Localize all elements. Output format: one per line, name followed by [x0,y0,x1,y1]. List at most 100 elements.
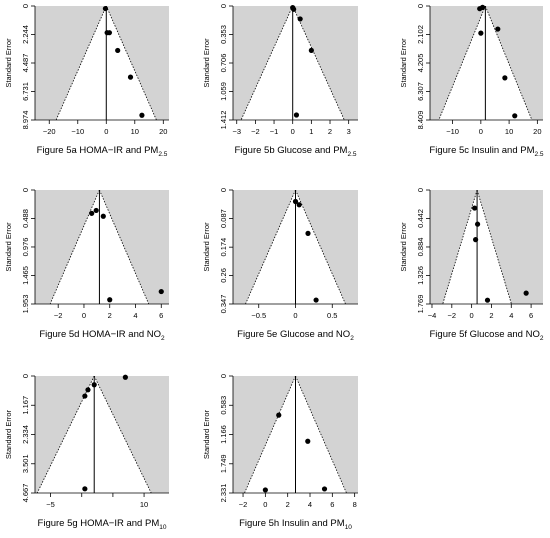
y-tick-label: 1.769 [416,295,425,314]
y-tick-label: 0.488 [21,209,30,228]
study-point [484,297,491,303]
study-point [139,112,145,118]
panel-7: −5 10 0 1.167 2.334 3.501 4.667 Standard Error F… [4,374,169,531]
y-tick-label: 8.409 [416,111,425,130]
study-point [308,47,314,54]
study-point [276,412,282,418]
x-tick-label: −10 [71,127,84,136]
funnel-left-edge [442,190,478,304]
funnel-left-edge [244,376,296,493]
panel-6: −4 −2 0 2 4 6 0 0.442 0.884 1.326 1.769 Standard Er… [399,188,544,342]
y-tick-label: 0 [219,188,228,192]
panel-caption: Figure 5c Insulin and PM2.5 [429,145,544,158]
x-tick-label: 0 [263,500,267,509]
study-point [502,75,508,81]
y-axis-title: Standard Error [4,222,13,272]
panel-4: −2 0 2 4 6 0 0.488 0.976 1.465 1.953 Standard Erro… [4,188,169,342]
y-axis-title: Standard Error [202,222,211,272]
study-point [478,30,484,36]
x-tick-label: 0 [291,127,295,136]
y-tick-label: 6.731 [21,82,30,101]
funnel-right-edge [295,376,347,493]
y-tick-label: 0 [219,374,228,378]
study-point [100,213,106,219]
study-point [89,210,95,216]
y-tick-label: 4.487 [21,54,30,73]
x-tick-label: 6 [529,311,533,320]
study-point [479,4,486,10]
x-tick-label: −2 [54,311,63,320]
panel-caption: Figure 5g HOMA−IR and PM10 [38,518,167,531]
study-point [106,30,113,36]
panel-caption: Figure 5e Glucose and NO2 [237,329,354,342]
y-tick-label: 1.953 [21,295,30,314]
panel-5: −0.5 0 0.5 0 0.087 0.174 0.26 0.347 Standard Err… [202,188,358,342]
x-tick-label: −2 [239,500,248,509]
x-tick-label: 2 [328,127,332,136]
x-tick-label: 20 [533,127,541,136]
x-tick-label: 10 [140,500,148,509]
x-tick-label: 0 [82,311,86,320]
x-tick-label: 10 [505,127,513,136]
y-tick-label: 6.307 [416,82,425,101]
x-tick-label: 0 [479,127,483,136]
study-point [292,198,299,205]
x-tick-label: 6 [159,311,163,320]
y-axis-title: Standard Error [4,409,13,459]
y-tick-label: 3.501 [21,454,30,473]
x-tick-label: 4 [133,311,137,320]
y-tick-label: 0 [416,188,425,192]
x-tick-label: 20 [159,127,167,136]
x-tick-label: 3 [347,127,351,136]
y-tick-label: 0 [21,374,30,378]
study-point [305,438,311,444]
y-tick-label: 2.334 [21,425,30,444]
x-tick-label: 0 [293,311,297,320]
study-point [305,230,311,236]
panel-1: −20 −10 0 10 20 0 2.244 4.487 6.731 8.974 Standard… [4,4,169,158]
y-tick-label: 0.353 [219,25,228,44]
x-tick-label: −5 [46,500,55,509]
study-point [82,486,88,492]
study-point [313,297,319,303]
y-tick-label: 2.102 [416,25,425,44]
y-tick-label: 1.166 [219,425,228,444]
study-point [127,74,134,80]
y-axis-title: Standard Error [4,38,13,88]
y-axis-title: Standard Error [399,38,408,88]
study-point [296,202,302,208]
x-tick-label: 2 [489,311,493,320]
funnel-right-edge [93,376,152,493]
x-tick-label: 10 [131,127,139,136]
x-tick-label: −0.5 [251,311,266,320]
study-point [102,5,109,12]
x-tick-label: 0.5 [327,311,337,320]
y-tick-label: 1.326 [416,266,425,285]
x-tick-label: −1 [270,127,279,136]
study-point [321,486,328,492]
y-tick-label: 2.331 [219,484,228,503]
funnel-left-edge [438,6,486,120]
study-point [523,290,529,296]
x-tick-label: −4 [428,311,437,320]
y-tick-label: 8.974 [21,111,30,130]
panel-caption: Figure 5b Glucose and PM2.5 [234,145,356,158]
x-tick-label: 8 [353,500,357,509]
y-axis-title: Standard Error [399,222,408,272]
panel-2: −3 −2 −1 0 1 2 3 0 0.353 0.706 1.059 1.412 Standard … [202,4,358,158]
y-tick-label: 0.174 [219,238,228,257]
panel-caption: Figure 5d HOMA−IR and NO2 [39,329,165,342]
study-point [85,387,91,393]
x-tick-label: 6 [330,500,334,509]
x-tick-label: 2 [108,311,112,320]
study-point [122,374,128,380]
x-tick-label: −10 [446,127,459,136]
y-tick-label: 1.465 [21,266,30,285]
study-point [293,112,300,118]
x-tick-label: −2 [251,127,260,136]
study-point [495,26,501,32]
y-tick-label: 0 [416,4,425,8]
x-tick-label: 0 [470,311,474,320]
y-tick-label: 4.205 [416,54,425,73]
panel-8: −2 0 2 4 6 8 0 0.583 1.166 1.749 2.331 Standard Err… [202,374,358,531]
